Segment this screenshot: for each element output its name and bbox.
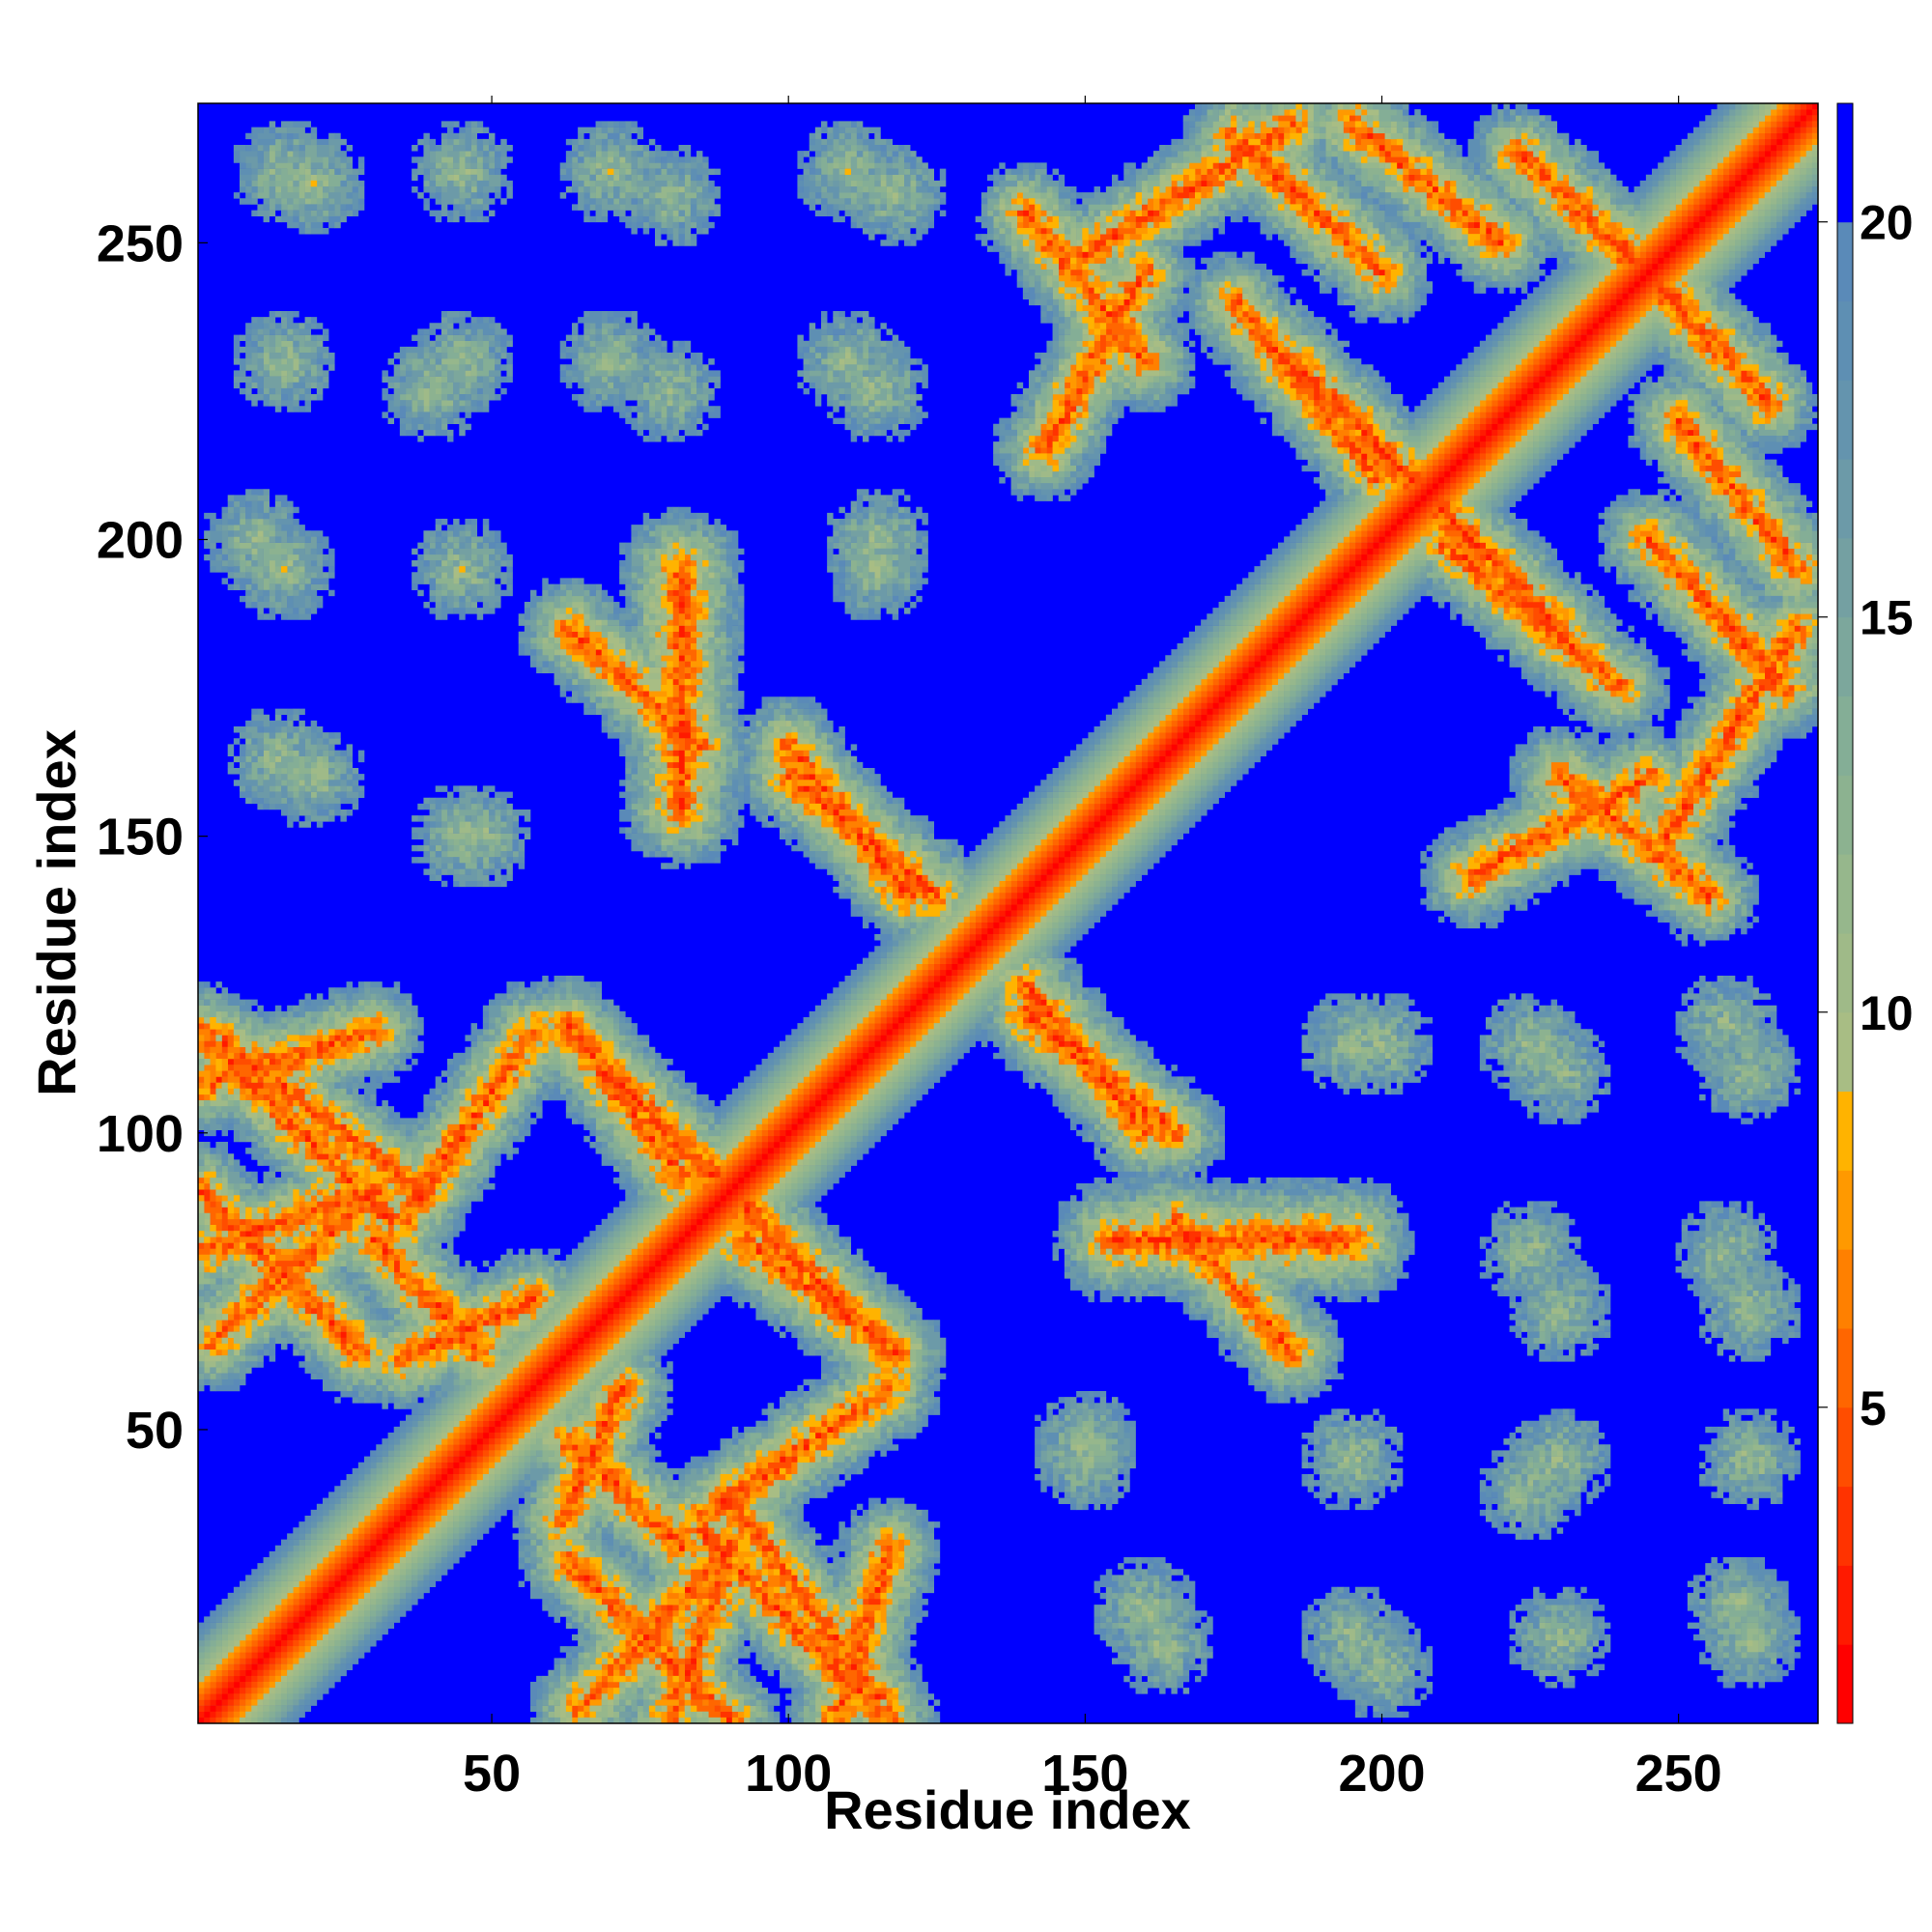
colorbar-tick-label: 15 [1860, 591, 1914, 645]
heatmap-level-cells [198, 103, 1818, 1723]
colorbar-segment [1837, 775, 1853, 855]
y-axis-ticks: 50 100 150 200 250 [97, 214, 208, 1460]
colorbar: 5 10 15 20 [1818, 102, 1914, 1724]
colorbar-segment [1837, 537, 1853, 618]
y-tick-label: 250 [97, 214, 184, 272]
colorbar-segment [1837, 1644, 1853, 1724]
heatmap-level-cells [198, 103, 1818, 1723]
y-tick-label: 50 [126, 1402, 184, 1460]
colorbar-segment [1837, 1091, 1853, 1171]
x-tick-label: 50 [463, 1745, 521, 1803]
colorbar-segment [1837, 459, 1853, 539]
colorbar-segment [1837, 1406, 1853, 1488]
colorbar-tick-label: 5 [1860, 1381, 1887, 1435]
colorbar-tick-label: 20 [1860, 196, 1914, 250]
x-tick-label: 250 [1635, 1745, 1722, 1803]
colorbar-segment [1837, 696, 1853, 776]
heatmap-cells [198, 103, 1818, 1723]
colorbar-segment [1837, 103, 1853, 223]
y-tick-label: 200 [97, 512, 184, 570]
x-axis-ticks: 50 100 150 200 250 [463, 96, 1722, 1803]
colorbar-tick-label: 10 [1860, 986, 1914, 1040]
colorbar-frame [1836, 102, 1854, 1724]
colorbar-segment [1837, 221, 1853, 302]
x-tick-label: 200 [1338, 1745, 1425, 1803]
y-axis-label: Residue index [26, 729, 87, 1096]
colorbar-segment [1837, 300, 1853, 381]
colorbar-segment [1837, 854, 1853, 934]
colorbar-segment [1837, 380, 1853, 460]
colorbar-segment [1837, 1249, 1853, 1329]
colorbar-segment [1837, 616, 1853, 697]
x-tick-label: 100 [745, 1745, 832, 1803]
colorbar-segment [1837, 1565, 1853, 1645]
x-tick-label: 150 [1041, 1745, 1128, 1803]
colorbar-segment [1837, 1011, 1853, 1093]
colorbar-segment [1837, 1170, 1853, 1250]
y-tick-label: 150 [97, 809, 184, 867]
colorbar-segment [1837, 1327, 1853, 1408]
plot-frame [197, 102, 1819, 1724]
colorbar-segment [1837, 1486, 1853, 1566]
colorbar-segment [1837, 932, 1853, 1013]
x-axis-label: Residue index [824, 1779, 1191, 1840]
y-tick-label: 100 [97, 1105, 184, 1163]
